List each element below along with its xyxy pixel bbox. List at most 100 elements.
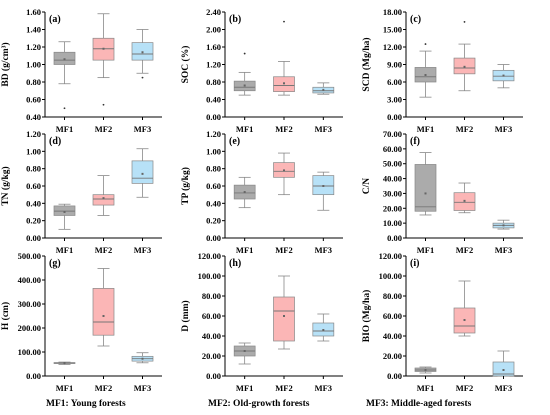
mean-marker xyxy=(463,319,466,321)
panel-label: (a) xyxy=(49,14,61,25)
y-tick-label: 0.00 xyxy=(206,233,221,243)
y-tick-label: 0.00 xyxy=(206,371,221,381)
mean-marker xyxy=(424,74,427,76)
y-tick-label: 2.40 xyxy=(206,7,221,17)
y-tick-label: 1.00 xyxy=(206,146,221,156)
box-mf1 xyxy=(233,342,256,365)
y-tick-label: 120.00 xyxy=(198,251,221,261)
box-mf1 xyxy=(233,52,256,96)
chart-panel-8: 0.00 20.00 40.00 60.00 80.00 100.00 120.00 D (m… xyxy=(180,251,343,393)
x-tick-label: MF1 xyxy=(236,245,253,255)
chart-panel-5: 0.00 0.20 0.40 0.60 0.80 1.00 1.20 TP (g/kg) (e)… xyxy=(180,129,343,255)
box-mf2 xyxy=(453,21,476,92)
panel-label: (i) xyxy=(410,258,419,269)
box-mf3 xyxy=(492,219,515,230)
box-mf3 xyxy=(312,313,335,342)
mean-marker xyxy=(502,369,505,371)
y-tick-label: 0.20 xyxy=(26,216,41,226)
panel-label: (f) xyxy=(410,136,420,147)
y-tick-label: 1.20 xyxy=(26,129,41,139)
x-tick-label: MF1 xyxy=(417,383,434,393)
x-tick-label: MF1 xyxy=(56,245,73,255)
y-axis-label: TN (g/kg) xyxy=(0,166,11,205)
x-tick-label: MF1 xyxy=(417,245,434,255)
y-tick-label: 18.00 xyxy=(383,7,402,17)
x-tick-label: MF1 xyxy=(236,383,253,393)
y-tick-label: 0.60 xyxy=(26,95,41,105)
y-tick-label: 0.00 xyxy=(387,371,402,381)
mean-marker xyxy=(141,357,144,360)
y-tick-label: 10.00 xyxy=(383,218,402,228)
box-iqr xyxy=(273,296,295,342)
y-axis-label: D (mm) xyxy=(180,300,191,331)
box-mf3 xyxy=(131,148,154,198)
x-tick-label: MF1 xyxy=(417,124,434,134)
y-tick-label: 0.00 xyxy=(387,233,402,243)
mean-marker xyxy=(424,369,427,371)
box-iqr xyxy=(414,164,437,212)
x-tick-label: MF3 xyxy=(315,383,332,393)
y-tick-label: 300.00 xyxy=(18,299,41,309)
mean-marker xyxy=(463,199,466,202)
x-tick-label: MF2 xyxy=(275,124,292,134)
y-tick-label: 1.00 xyxy=(26,60,41,70)
box-mf2 xyxy=(273,152,295,196)
y-tick-label: 0.60 xyxy=(26,181,41,191)
y-tick-label: 0.40 xyxy=(26,112,41,122)
y-tick-label: 40.00 xyxy=(383,331,402,341)
box-mf1 xyxy=(414,43,437,98)
y-axis-label: C/N xyxy=(362,178,372,195)
outlier-point xyxy=(424,43,427,45)
box-mf2 xyxy=(453,182,476,214)
mean-marker xyxy=(243,191,246,194)
y-tick-label: 400.00 xyxy=(18,275,41,285)
y-tick-label: 1.20 xyxy=(26,42,41,52)
y-tick-label: 40.00 xyxy=(383,174,402,184)
box-mf1 xyxy=(53,361,76,365)
box-mf3 xyxy=(312,171,335,211)
y-tick-label: 20.00 xyxy=(383,351,402,361)
mean-marker xyxy=(141,51,144,54)
box-iqr xyxy=(92,288,115,336)
y-tick-label: 30.00 xyxy=(383,188,402,198)
mean-marker xyxy=(102,47,105,50)
mean-marker xyxy=(102,197,105,200)
y-tick-label: 60.00 xyxy=(383,311,402,321)
box-mf2 xyxy=(273,275,295,350)
mean-marker xyxy=(243,84,246,87)
chart-panel-7: 0.00 100.00 200.00 300.00 400.00 500.00 H (cm)… xyxy=(0,251,162,393)
y-tick-label: 20.00 xyxy=(202,351,221,361)
y-tick-label: 40.00 xyxy=(202,331,221,341)
x-tick-label: MF2 xyxy=(456,245,473,255)
y-tick-label: 1.20 xyxy=(206,60,221,70)
x-tick-label: MF3 xyxy=(134,383,151,393)
y-tick-label: 50.00 xyxy=(383,159,402,169)
chart-panel-3: 0.00 3.00 6.00 9.00 12.00 15.00 18.00 SCD (Mg/h… xyxy=(361,7,523,134)
mean-marker xyxy=(63,211,66,213)
box-mf1 xyxy=(53,41,76,110)
mean-marker xyxy=(502,224,505,227)
mean-marker xyxy=(283,82,285,85)
box-mf1 xyxy=(414,152,437,216)
outlier-point xyxy=(283,20,285,23)
y-tick-label: 120.00 xyxy=(379,251,402,261)
y-tick-label: 60.00 xyxy=(202,311,221,321)
y-tick-label: 12.00 xyxy=(383,42,402,52)
box-mf1 xyxy=(414,366,437,374)
box-mf2 xyxy=(92,268,115,347)
mean-marker xyxy=(283,315,285,317)
footer-mf3: MF3: Middle-aged forests xyxy=(366,399,472,409)
footer-mf2: MF2: Old-growth forests xyxy=(208,399,310,409)
y-tick-label: 0.40 xyxy=(206,95,221,105)
footer-mf1: MF1: Young forests xyxy=(46,399,126,409)
y-tick-label: 60.00 xyxy=(383,144,402,154)
x-tick-label: MF2 xyxy=(95,124,112,134)
x-tick-label: MF2 xyxy=(95,383,112,393)
y-axis-label: BIO (Mg/ha) xyxy=(361,290,372,343)
panel-label: (c) xyxy=(410,14,421,25)
mean-marker xyxy=(502,74,505,77)
chart-panel-6: 0.00 10.00 20.00 30.00 40.00 50.00 60.00 70.00 C… xyxy=(362,129,523,255)
x-tick-label: MF2 xyxy=(275,245,292,255)
y-tick-label: 0.00 xyxy=(26,371,41,381)
